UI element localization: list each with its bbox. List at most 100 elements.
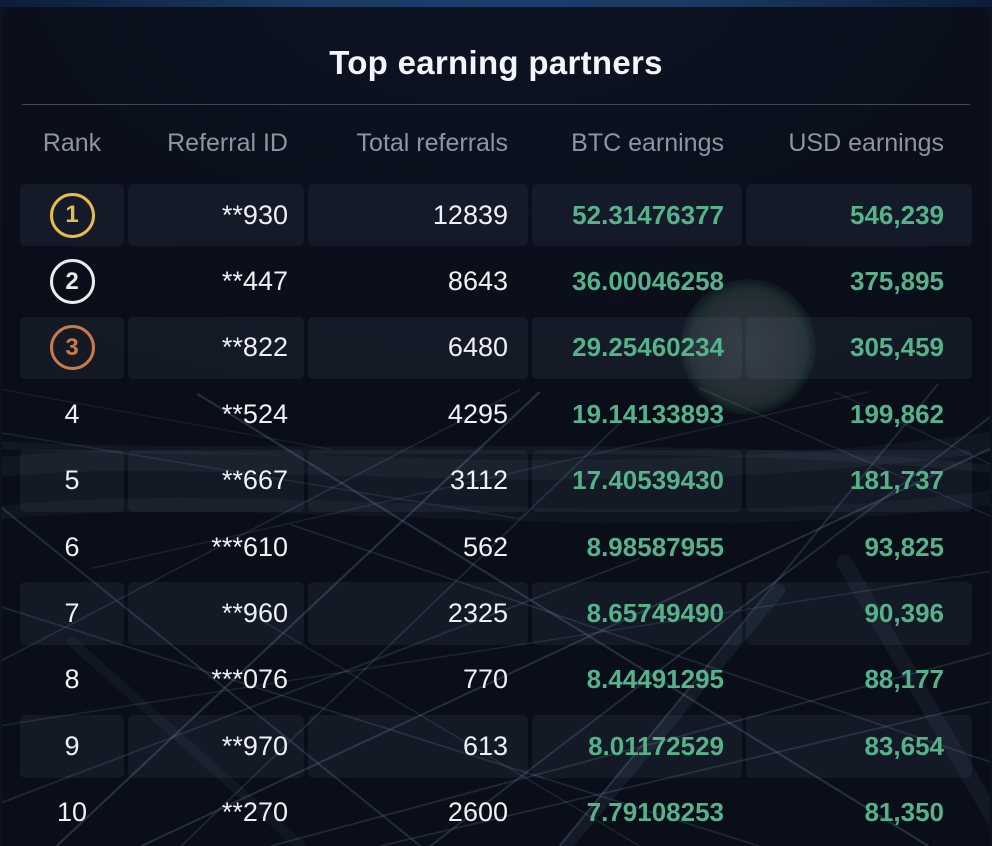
usd-earnings-value: 93,825 [864, 531, 944, 562]
table-body: 1 **930 12839 52.31476377 546,239 2 **447 8643 3… [20, 182, 972, 846]
total-referrals-cell: 770 [308, 649, 528, 711]
referral-id-cell: **822 [128, 316, 304, 380]
btc-earnings-cell: 7.79108253 [532, 782, 742, 844]
referral-id-cell: **970 [128, 715, 304, 778]
table-row: 7 **960 2325 8.65749490 90,396 [20, 580, 972, 646]
referral-id-value: **524 [221, 398, 288, 429]
rank-cell: 5 [20, 449, 124, 512]
table-row: 8 ***076 770 8.44491295 88,177 [20, 647, 972, 713]
rank-value: 5 [64, 465, 80, 496]
table-row: 9 **970 613 8.01172529 83,654 [20, 713, 972, 779]
btc-earnings-cell: 52.31476377 [532, 184, 742, 247]
rank-value: 6 [64, 531, 80, 562]
referral-id-value: **270 [221, 797, 288, 828]
total-referrals-cell: 2600 [308, 782, 528, 844]
table-header-row: Rank Referral ID Total referrals BTC ear… [20, 105, 972, 182]
usd-earnings-cell: 83,654 [746, 715, 972, 778]
total-referrals-cell: 562 [308, 516, 528, 578]
rank-cell: 3 [20, 316, 124, 380]
table-row: 4 **524 4295 19.14133893 199,862 [20, 381, 972, 447]
referral-id-value: **960 [221, 598, 288, 629]
usd-earnings-cell: 546,239 [746, 184, 972, 247]
total-referrals-value: 3112 [449, 465, 508, 496]
rank-medal-badge-bronze: 3 [49, 325, 95, 371]
rank-value: 7 [64, 598, 80, 629]
rank-cell: 8 [20, 649, 124, 711]
total-referrals-value: 8643 [447, 266, 508, 297]
rank-cell: 4 [20, 383, 124, 445]
column-header-total-referrals: Total referrals [356, 129, 508, 157]
usd-earnings-cell: 305,459 [746, 316, 972, 380]
rank-number: 1 [65, 201, 79, 229]
btc-earnings-value: 7.79108253 [586, 797, 724, 828]
usd-earnings-value: 181,737 [850, 465, 944, 496]
btc-earnings-cell: 29.25460234 [532, 316, 742, 380]
usd-earnings-value: 305,459 [850, 332, 944, 363]
usd-earnings-cell: 88,177 [746, 649, 972, 711]
btc-earnings-cell: 19.14133893 [532, 383, 742, 445]
usd-earnings-cell: 375,895 [746, 250, 972, 312]
table-row: 6 ***610 562 8.98587955 93,825 [20, 514, 972, 580]
referral-id-value: ***076 [211, 664, 288, 695]
rank-cell: 1 [20, 184, 124, 247]
btc-earnings-cell: 8.44491295 [532, 649, 742, 711]
referral-id-cell: ***610 [128, 516, 304, 578]
usd-earnings-cell: 93,825 [746, 516, 972, 578]
total-referrals-cell: 3112 [308, 449, 528, 512]
btc-earnings-cell: 8.01172529 [532, 715, 742, 778]
total-referrals-value: 2600 [447, 797, 508, 828]
btc-earnings-cell: 8.98587955 [532, 516, 742, 578]
rank-number: 3 [65, 333, 79, 361]
total-referrals-cell: 6480 [308, 316, 528, 380]
total-referrals-cell: 613 [308, 715, 528, 778]
total-referrals-cell: 2325 [308, 582, 528, 645]
referral-id-cell: **447 [128, 250, 304, 312]
page-title: Top earning partners [329, 44, 663, 81]
page-top-strip [0, 0, 992, 7]
btc-earnings-value: 8.98587955 [586, 531, 724, 562]
total-referrals-value: 4295 [447, 398, 508, 429]
referral-id-cell: **930 [128, 184, 304, 247]
rank-value: 9 [64, 730, 80, 761]
usd-earnings-cell: 90,396 [746, 582, 972, 645]
rank-value: 4 [64, 398, 80, 429]
leaderboard-card: Top earning partners Rank Referral ID To… [2, 7, 990, 846]
referral-id-value: ***610 [211, 531, 288, 562]
total-referrals-value: 12839 [432, 199, 508, 230]
total-referrals-value: 6480 [447, 332, 508, 363]
referral-id-cell: **960 [128, 582, 304, 645]
total-referrals-value: 613 [462, 730, 508, 761]
table-row: 1 **930 12839 52.31476377 546,239 [20, 182, 972, 248]
table-row: 3 **822 6480 29.25460234 305,459 [20, 315, 972, 381]
total-referrals-value: 2325 [447, 598, 508, 629]
usd-earnings-value: 81,350 [864, 797, 944, 828]
referral-id-cell: ***076 [128, 649, 304, 711]
total-referrals-value: 562 [462, 531, 508, 562]
rank-cell: 10 [20, 782, 124, 844]
usd-earnings-cell: 81,350 [746, 782, 972, 844]
usd-earnings-value: 90,396 [864, 598, 944, 629]
column-header-btc-earnings: BTC earnings [571, 129, 724, 157]
rank-medal-badge-gold: 1 [49, 192, 95, 238]
total-referrals-cell: 12839 [308, 184, 528, 247]
btc-earnings-value: 8.44491295 [586, 664, 724, 695]
usd-earnings-value: 375,895 [850, 266, 944, 297]
rank-cell: 9 [20, 715, 124, 778]
table-row: 10 **270 2600 7.79108253 81,350 [20, 780, 972, 846]
top-earning-partners-table: Rank Referral ID Total referrals BTC ear… [20, 105, 972, 846]
btc-earnings-value: 8.01172529 [588, 730, 724, 761]
btc-earnings-value: 36.00046258 [572, 266, 724, 297]
total-referrals-cell: 4295 [308, 383, 528, 445]
btc-earnings-cell: 36.00046258 [532, 250, 742, 312]
rank-number: 2 [65, 267, 79, 295]
rank-cell: 6 [20, 516, 124, 578]
rank-value: 8 [64, 664, 80, 695]
referral-id-cell: **270 [128, 782, 304, 844]
referral-id-cell: **667 [128, 449, 304, 512]
btc-earnings-value: 8.65749490 [586, 598, 724, 629]
column-header-referral-id: Referral ID [167, 129, 288, 157]
referral-id-value: **447 [221, 266, 288, 297]
btc-earnings-cell: 17.40539430 [532, 449, 742, 512]
column-header-rank: Rank [42, 129, 102, 157]
rank-value: 10 [56, 797, 88, 828]
